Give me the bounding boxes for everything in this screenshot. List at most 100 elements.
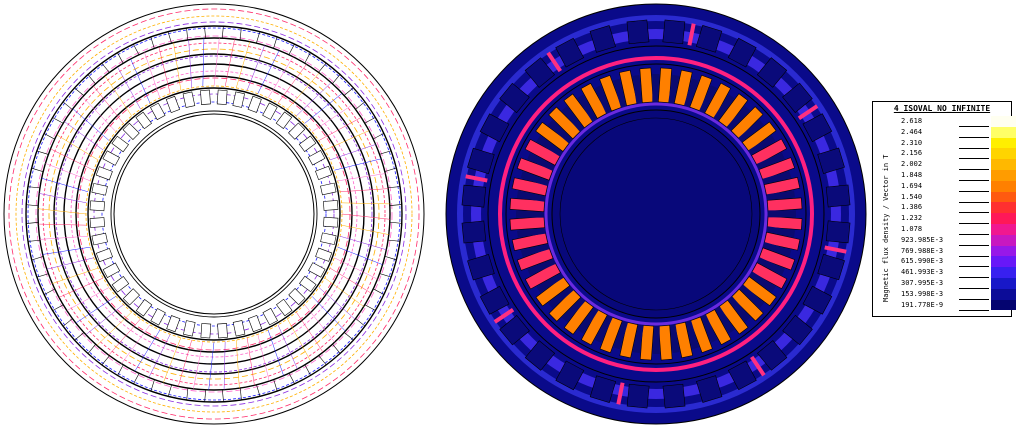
legend-tick [959, 244, 989, 246]
rotor-slot [515, 210, 545, 218]
rotor-tooth [639, 67, 654, 104]
legend-entry: 1.232 [887, 213, 1016, 225]
stator-slot [150, 31, 172, 49]
legend-swatch [991, 180, 1016, 192]
flux-contour [42, 42, 386, 386]
legend-value: 307.995E-3 [901, 278, 944, 287]
stator-slot [817, 147, 845, 174]
flux-line [341, 202, 390, 205]
stator-slot [499, 315, 530, 346]
stator-slot [461, 220, 487, 244]
rotor-slot [668, 74, 680, 104]
rotor-tooth [111, 135, 129, 153]
rotor-slot [766, 190, 796, 202]
rotor-tooth [182, 91, 196, 108]
legend-swatch [991, 169, 1016, 181]
flux-line [257, 334, 270, 382]
rotor-slot [594, 314, 613, 343]
stator-slot [186, 25, 206, 41]
rotor-tooth [658, 324, 673, 361]
rotor-tooth [763, 231, 801, 251]
stator-slot [802, 113, 833, 143]
legend-value: 1.386 [901, 203, 923, 212]
stator-slot [25, 186, 41, 207]
structure-ring [53, 53, 375, 375]
rotor-tooth [524, 138, 561, 166]
legend-entry: 923.985E-3 [887, 234, 1016, 246]
stator-slot [825, 220, 851, 244]
rotor-slot [762, 242, 792, 257]
rotor-slot [536, 135, 564, 157]
flux-line [296, 82, 332, 117]
rotor-tooth [741, 121, 777, 152]
stator-slot [222, 387, 242, 403]
stator-slot [379, 256, 397, 278]
rotor-tooth [524, 262, 561, 290]
hot-spot [546, 51, 562, 73]
flux-line [324, 130, 370, 151]
rotor-tooth [166, 315, 181, 333]
rotor-tooth [599, 316, 623, 354]
structure-ring [87, 87, 341, 341]
rotor-slot [668, 324, 680, 354]
legend-tick [959, 126, 989, 127]
rotor-tooth [619, 69, 638, 107]
rotor-tooth [320, 232, 337, 245]
legend-tick [959, 309, 989, 311]
stator-slot [62, 87, 85, 110]
flux-line [121, 324, 151, 364]
legend-value: 1.540 [901, 192, 923, 201]
rotor-tooth [298, 135, 317, 152]
rotor-slot [612, 78, 628, 108]
rotor-tooth [704, 309, 732, 346]
stator-slot [288, 364, 312, 385]
flux-line [148, 334, 171, 378]
flux-line [96, 311, 132, 346]
flux-line [337, 173, 386, 182]
rotor-tooth [122, 288, 140, 306]
stator-slot [499, 82, 530, 114]
flux-line [66, 287, 110, 311]
rotor-tooth [704, 82, 732, 119]
rotor-tooth [718, 299, 749, 335]
rotor-slot [613, 320, 628, 350]
flux-line [235, 41, 250, 89]
rotor-tooth [511, 177, 549, 197]
stator-slot [343, 87, 366, 110]
stator-slot [757, 340, 788, 371]
stator-slot [524, 57, 555, 88]
flux-line [213, 38, 220, 87]
structure-ring [505, 63, 807, 365]
flux-line [311, 104, 353, 132]
stator-slot [467, 147, 495, 175]
rotor-tooth [580, 82, 608, 119]
rotor-slot [547, 119, 574, 144]
stator-slot [626, 383, 650, 409]
rotor-slot [527, 152, 556, 171]
flux-line [46, 257, 94, 270]
structure-ring [63, 63, 365, 365]
legend-entry: 2.310 [887, 137, 1016, 149]
rotor-tooth [91, 183, 108, 196]
rotor-tooth [320, 182, 337, 196]
legend-swatch [991, 245, 1016, 257]
rotor-slot [738, 284, 765, 309]
legend-tick [959, 158, 989, 160]
flux-line [173, 42, 182, 91]
legend-value: 2.464 [901, 127, 923, 136]
flux-line [277, 64, 307, 104]
rotor-tooth [689, 316, 713, 354]
flux-line [334, 158, 382, 171]
rotor-tooth [89, 217, 105, 228]
rotor-tooth [315, 165, 333, 180]
rotor-tooth [165, 95, 180, 113]
rotor-tooth [548, 289, 582, 322]
legend-swatch [991, 288, 1016, 300]
legend-swatch [991, 299, 1016, 311]
flux-line [50, 148, 94, 171]
flux-line [246, 45, 265, 91]
flux-line [38, 223, 87, 226]
stator-slot [116, 43, 140, 64]
stator-slot [87, 62, 110, 85]
